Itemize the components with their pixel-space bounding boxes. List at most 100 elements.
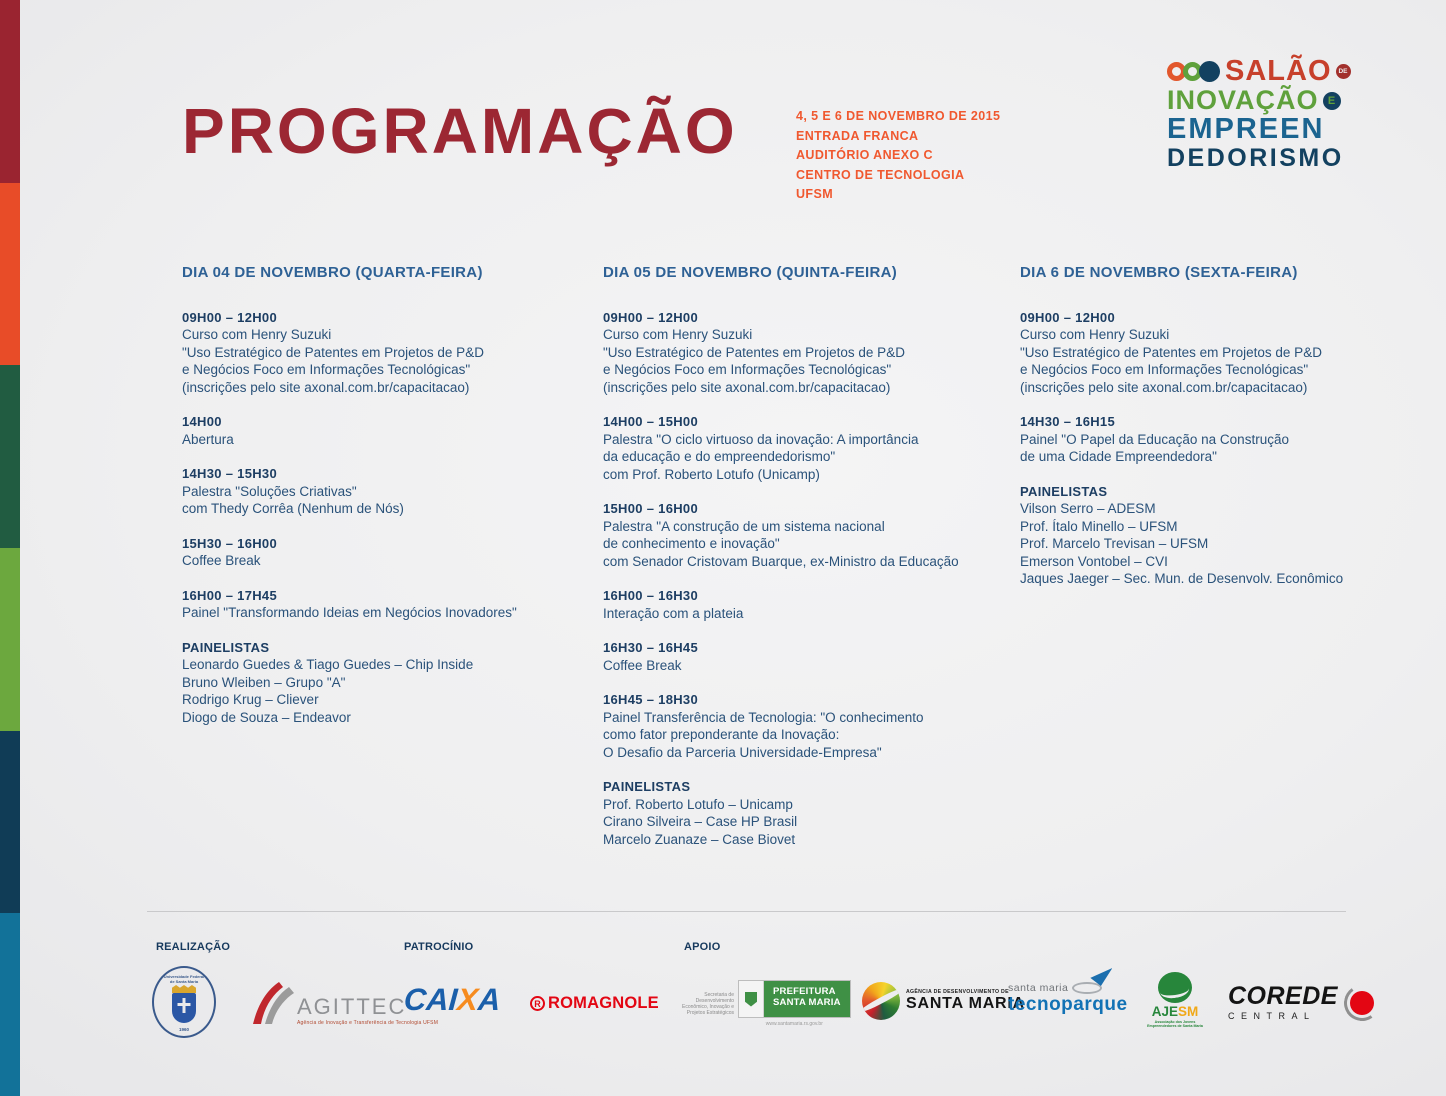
time-label: 16H00 – 17H45 — [182, 587, 277, 603]
time-label: 15H00 – 16H00 — [603, 501, 698, 516]
schedule-line: Painel "Transformando Ideias em Negócios… — [182, 605, 517, 620]
schedule-section: 15H30 – 16H00 Coffee Break — [182, 535, 594, 570]
ufsm-year: 1960 — [178, 1027, 189, 1032]
schedule-line: O Desafio da Parceria Universidade-Empre… — [603, 744, 882, 760]
schedule-line: com Thedy Corrêa (Nenhum de Nós) — [182, 501, 404, 516]
left-color-bar — [0, 0, 20, 1096]
logo-word-empreen: EMPREEN — [1167, 113, 1325, 145]
logo-circles-icon — [1167, 61, 1220, 82]
romagnole-logo: R ROMAGNOLE — [530, 994, 659, 1013]
tecnoparque-check-icon — [1090, 968, 1113, 986]
corede-name: COREDE — [1228, 982, 1338, 1010]
prefeitura-crest-icon — [739, 981, 764, 1017]
schedule-column-day2: DIA 05 DE NOVEMBRO (QUINTA-FEIRA) 09H00 … — [603, 264, 1015, 865]
tecnoparque-name: tecnoparque — [1008, 994, 1128, 1015]
event-venue: AUDITÓRIO ANEXO C — [796, 148, 933, 162]
schedule-line: Palestra "A construção de um sistema nac… — [603, 518, 885, 534]
schedule-line: (inscrições pelo site axonal.com.br/capa… — [603, 379, 891, 395]
schedule-section: 15H00 – 16H00 Palestra "A construção de … — [603, 500, 1015, 570]
romagnole-r-icon: R — [530, 996, 545, 1011]
schedule-section: 14H30 – 15H30 Palestra "Soluções Criativ… — [182, 465, 594, 518]
schedule-line: com Prof. Roberto Lotufo (Unicamp) — [603, 466, 820, 482]
tecnoparque-top-text: santa maria — [1008, 982, 1069, 994]
schedule-line: Painel "O Papel da Educação na Construçã… — [1020, 431, 1289, 447]
time-label: 09H00 – 12H00 — [182, 309, 277, 325]
schedule-section: 16H00 – 16H30 Interação com a plateia — [603, 587, 1015, 622]
color-bar-segment-navy — [0, 730, 20, 914]
schedule-line: Coffee Break — [182, 553, 261, 568]
schedule-section: 09H00 – 12H00 Curso com Henry Suzuki "Us… — [603, 309, 1015, 397]
prefeitura-line2: SANTA MARIA — [773, 996, 841, 1008]
schedule-section: 09H00 – 12H00 Curso com Henry Suzuki "Us… — [182, 309, 594, 397]
schedule-section: 09H00 – 12H00 Curso com Henry Suzuki "Us… — [1020, 309, 1432, 397]
tecnoparque-logo: santa maria tecnoparque — [1008, 968, 1128, 1016]
romagnole-name: ROMAGNOLE — [548, 994, 659, 1012]
schedule-line: e Negócios Foco em Informações Tecnológi… — [1020, 362, 1309, 377]
schedule-line: Palestra "Soluções Criativas" — [182, 483, 357, 499]
event-university: UFSM — [796, 187, 834, 201]
schedule-line: "Uso Estratégico de Patentes em Projetos… — [182, 344, 484, 360]
event-info: 4, 5 E 6 DE NOVEMBRO DE 2015 ENTRADA FRA… — [796, 107, 1000, 205]
day2-header: DIA 05 DE NOVEMBRO (QUINTA-FEIRA) — [603, 264, 898, 281]
panelist-line: Jaques Jaeger – Sec. Mun. de Desenvolv. … — [1020, 571, 1344, 586]
prefeitura-badge: PREFEITURA SANTA MARIA — [738, 980, 851, 1018]
caixa-text-left: CAI — [402, 982, 459, 1017]
time-label: 09H00 – 12H00 — [1020, 309, 1115, 325]
logo-row-dedorismo: DEDORISMO — [1167, 144, 1351, 173]
schedule-line: Palestra "O ciclo virtuoso da inovação: … — [603, 431, 919, 447]
schedule-line: Interação com a plateia — [603, 605, 744, 621]
panelist-line: Emerson Vontobel – CVI — [1020, 553, 1168, 569]
time-label: 16H45 – 18H30 — [603, 692, 698, 707]
agencia-name: SANTA MARIA — [906, 995, 1026, 1012]
schedule-line: e Negócios Foco em Informações Tecnológi… — [603, 362, 892, 377]
corede-central-logo: COREDE CENTRAL — [1228, 984, 1380, 1021]
schedule-line: Curso com Henry Suzuki — [182, 327, 332, 342]
schedule-section: 16H30 – 16H45 Coffee Break — [603, 639, 1015, 674]
time-label: 16H30 – 16H45 — [603, 640, 698, 655]
footer-divider — [147, 911, 1346, 912]
realizacao-label: REALIZAÇÃO — [156, 941, 231, 953]
schedule-section: 14H30 – 16H15 Painel "O Papel da Educaçã… — [1020, 413, 1432, 466]
schedule-section: 14H00 Abertura — [182, 413, 594, 448]
logo-word-inovacao: INOVAÇÃO — [1167, 85, 1319, 115]
panelist-line: Leonardo Guedes & Tiago Guedes – Chip In… — [182, 657, 474, 672]
color-bar-segment-darkred — [0, 0, 20, 183]
agencia-globe-icon — [862, 982, 900, 1020]
ufsm-crown-icon — [172, 985, 196, 993]
agencia-desenvolvimento-logo: AGÊNCIA DE DESENVOLVIMENTO DE SANTA MARI… — [862, 982, 1025, 1020]
agencia-top-text: AGÊNCIA DE DESENVOLVIMENTO DE — [906, 989, 1009, 995]
color-bar-segment-teal — [0, 913, 20, 1096]
corede-mark-icon — [1344, 985, 1380, 1021]
caixa-logo: CAIXA — [402, 982, 502, 1017]
time-label: 14H00 – 15H00 — [603, 414, 698, 429]
schedule-line: e Negócios Foco em Informações Tecnológi… — [182, 362, 471, 377]
logo-row-salao: SALÃO DE — [1167, 57, 1351, 86]
schedule-column-day3: DIA 6 DE NOVEMBRO (SEXTA-FEIRA) 09H00 – … — [1020, 264, 1432, 605]
panelist-line: Rodrigo Krug – Cliever — [182, 692, 319, 707]
day3-header: DIA 6 DE NOVEMBRO (SEXTA-FEIRA) — [1020, 264, 1298, 281]
panelist-line: Bruno Wleiben – Grupo "A" — [182, 674, 346, 690]
agittec-tagline: Agência de Inovação e Transferência de T… — [297, 1020, 439, 1026]
schedule-line: Painel Transferência de Tecnologia: "O c… — [603, 709, 924, 725]
panelist-line: Prof. Marcelo Trevisan – UFSM — [1020, 536, 1209, 551]
panelist-line: Prof. Roberto Lotufo – Unicamp — [603, 796, 793, 812]
day1-header: DIA 04 DE NOVEMBRO (QUARTA-FEIRA) — [182, 264, 483, 281]
color-bar-segment-darkgreen — [0, 365, 20, 549]
event-date: 4, 5 E 6 DE NOVEMBRO DE 2015 — [796, 109, 1001, 123]
panelist-line: Marcelo Zuanaze – Case Biovet — [603, 831, 796, 847]
navy-dot-icon — [1199, 61, 1220, 82]
ajesm-sm: SM — [1178, 1004, 1199, 1019]
panelists-label: PAINELISTAS — [182, 639, 270, 655]
panelist-line: Vilson Serro – ADESM — [1020, 501, 1156, 516]
schedule-line: "Uso Estratégico de Patentes em Projetos… — [603, 344, 905, 360]
panelist-line: Diogo de Souza – Endeavor — [182, 709, 351, 725]
caixa-x: X — [456, 982, 480, 1017]
schedule-line: (inscrições pelo site axonal.com.br/capa… — [182, 379, 470, 395]
event-admission: ENTRADA FRANCA — [796, 128, 919, 143]
tecnoparque-orbit-icon — [1072, 968, 1113, 994]
time-label: 09H00 – 12H00 — [603, 309, 698, 325]
page-title: PROGRAMAÇÃO — [182, 95, 738, 167]
secretaria-text: Secretaria de Desenvolvimento Econômico,… — [682, 991, 734, 1016]
logo-word-salao: SALÃO — [1225, 55, 1332, 87]
logo-row-empreen: EMPREEN — [1167, 115, 1351, 144]
